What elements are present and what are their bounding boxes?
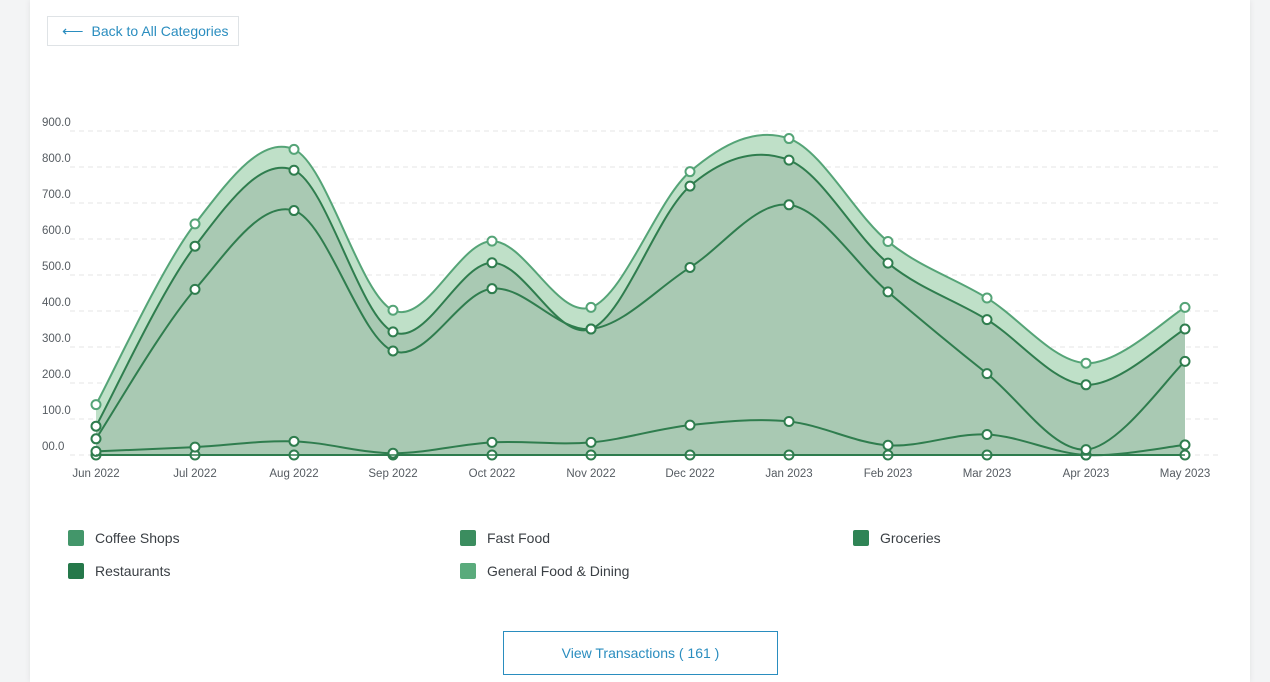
x-tick-label: Dec 2022 bbox=[665, 468, 714, 480]
data-point-groceries[interactable] bbox=[684, 261, 696, 273]
data-point-groceries[interactable] bbox=[1179, 355, 1191, 367]
data-point-fast-food[interactable] bbox=[882, 439, 894, 451]
legend-label: General Food & Dining bbox=[487, 563, 630, 579]
view-transactions-button[interactable]: View Transactions ( 161 ) bbox=[503, 631, 778, 675]
data-point-fast-food[interactable] bbox=[90, 445, 102, 457]
data-point-general-food-dining[interactable] bbox=[882, 236, 894, 248]
data-point-general-food-dining[interactable] bbox=[1179, 301, 1191, 313]
data-point-restaurants[interactable] bbox=[882, 257, 894, 269]
y-tick-label: 400.0 bbox=[42, 297, 71, 309]
legend-label: Groceries bbox=[880, 530, 941, 546]
x-tick-label: Jan 2023 bbox=[765, 468, 812, 480]
y-tick-label: 500.0 bbox=[42, 261, 71, 273]
data-point-general-food-dining[interactable] bbox=[387, 304, 399, 316]
data-point-general-food-dining[interactable] bbox=[90, 399, 102, 411]
data-point-general-food-dining[interactable] bbox=[189, 218, 201, 230]
data-point-groceries[interactable] bbox=[1080, 444, 1092, 456]
data-point-fast-food[interactable] bbox=[1179, 439, 1191, 451]
chart-card: ⟵ Back to All Categories 00.0 100.0 200.0 3… bbox=[30, 0, 1250, 682]
data-point-fast-food[interactable] bbox=[189, 441, 201, 453]
data-point-fast-food[interactable] bbox=[486, 436, 498, 448]
data-point-general-food-dining[interactable] bbox=[684, 166, 696, 178]
data-point-general-food-dining[interactable] bbox=[585, 301, 597, 313]
data-point-general-food-dining[interactable] bbox=[981, 292, 993, 304]
data-point-general-food-dining[interactable] bbox=[288, 143, 300, 155]
data-point-restaurants[interactable] bbox=[1179, 323, 1191, 335]
data-point-groceries[interactable] bbox=[882, 286, 894, 298]
legend-label: Fast Food bbox=[487, 530, 551, 546]
y-tick-label: 600.0 bbox=[42, 225, 71, 237]
legend-item-general-food-dining[interactable]: General Food & Dining bbox=[460, 563, 629, 579]
data-point-restaurants[interactable] bbox=[981, 314, 993, 326]
data-point-restaurants[interactable] bbox=[387, 326, 399, 338]
data-point-groceries[interactable] bbox=[486, 283, 498, 295]
legend-swatch bbox=[68, 563, 84, 579]
legend-swatch bbox=[460, 530, 476, 546]
legend-label: Restaurants bbox=[95, 563, 171, 579]
legend-swatch bbox=[68, 530, 84, 546]
view-transactions-label: View Transactions ( 161 ) bbox=[561, 645, 720, 661]
back-button-label: Back to All Categories bbox=[91, 23, 229, 39]
data-point-fast-food[interactable] bbox=[783, 416, 795, 428]
data-point-restaurants[interactable] bbox=[288, 164, 300, 176]
x-tick-label: Aug 2022 bbox=[269, 468, 318, 480]
data-point-groceries[interactable] bbox=[189, 283, 201, 295]
data-point-restaurants[interactable] bbox=[486, 257, 498, 269]
data-point-general-food-dining[interactable] bbox=[486, 235, 498, 247]
stacked-area-chart: 00.0 100.0 200.0 300.0 400.0 500.0 600.0 700.0 8… bbox=[42, 117, 1220, 480]
x-tick-label: Mar 2023 bbox=[963, 468, 1012, 480]
legend-swatch bbox=[853, 530, 869, 546]
y-tick-label: 300.0 bbox=[42, 333, 71, 345]
x-tick-label: Jun 2022 bbox=[72, 468, 119, 480]
data-point-restaurants[interactable] bbox=[585, 323, 597, 335]
data-point-fast-food[interactable] bbox=[585, 436, 597, 448]
data-point-general-food-dining[interactable] bbox=[783, 133, 795, 145]
back-to-categories-button[interactable]: ⟵ Back to All Categories bbox=[47, 16, 239, 46]
y-tick-label: 100.0 bbox=[42, 405, 71, 417]
y-tick-label: 00.0 bbox=[42, 441, 64, 453]
y-tick-label: 200.0 bbox=[42, 369, 71, 381]
x-tick-label: Oct 2022 bbox=[469, 468, 516, 480]
legend-swatch bbox=[460, 563, 476, 579]
legend-item-fast-food[interactable]: Fast Food bbox=[460, 530, 550, 546]
x-tick-label: Feb 2023 bbox=[864, 468, 913, 480]
x-tick-label: Jul 2022 bbox=[173, 468, 216, 480]
data-point-fast-food[interactable] bbox=[981, 428, 993, 440]
y-tick-label: 800.0 bbox=[42, 153, 71, 165]
y-tick-label: 900.0 bbox=[42, 117, 71, 129]
data-point-restaurants[interactable] bbox=[1080, 379, 1092, 391]
data-point-restaurants[interactable] bbox=[783, 154, 795, 166]
data-point-groceries[interactable] bbox=[387, 345, 399, 357]
x-tick-label: Apr 2023 bbox=[1063, 468, 1110, 480]
data-point-groceries[interactable] bbox=[783, 199, 795, 211]
x-tick-label: Nov 2022 bbox=[566, 468, 615, 480]
data-point-general-food-dining[interactable] bbox=[1080, 357, 1092, 369]
data-point-groceries[interactable] bbox=[288, 205, 300, 217]
data-point-fast-food[interactable] bbox=[387, 447, 399, 459]
legend-item-coffee-shops[interactable]: Coffee Shops bbox=[68, 530, 180, 546]
legend-label: Coffee Shops bbox=[95, 530, 180, 546]
data-point-fast-food[interactable] bbox=[684, 419, 696, 431]
data-point-restaurants[interactable] bbox=[189, 240, 201, 252]
y-tick-label: 700.0 bbox=[42, 189, 71, 201]
x-tick-label: May 2023 bbox=[1160, 468, 1211, 480]
legend-item-restaurants[interactable]: Restaurants bbox=[68, 563, 170, 579]
data-point-fast-food[interactable] bbox=[288, 435, 300, 447]
data-point-restaurants[interactable] bbox=[90, 420, 102, 432]
x-tick-label: Sep 2022 bbox=[368, 468, 417, 480]
legend-item-groceries[interactable]: Groceries bbox=[853, 530, 941, 546]
data-point-restaurants[interactable] bbox=[684, 180, 696, 192]
data-point-groceries[interactable] bbox=[981, 368, 993, 380]
data-point-groceries[interactable] bbox=[90, 433, 102, 445]
left-arrow-icon: ⟵ bbox=[62, 22, 84, 40]
